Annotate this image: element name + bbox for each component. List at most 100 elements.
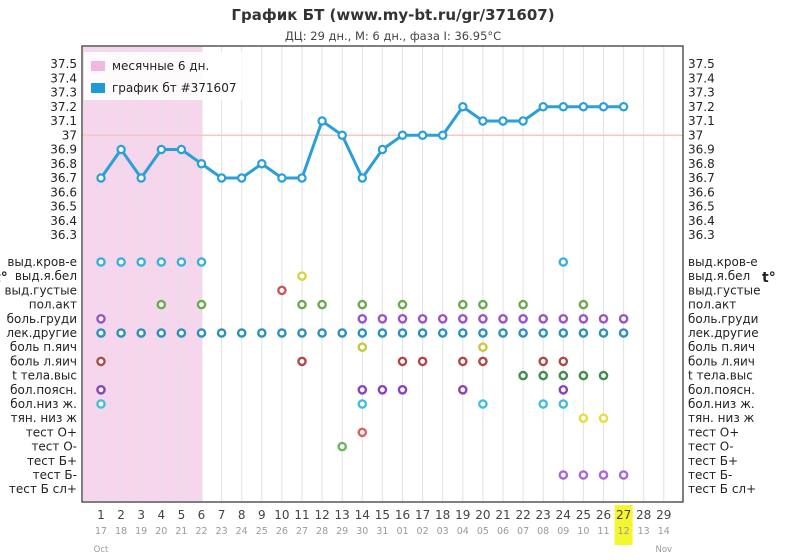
- date-label: 06: [497, 526, 509, 537]
- symptom-marker: [457, 313, 468, 324]
- cycle-day-label: 11: [294, 508, 309, 522]
- y-tick-label: 37.5: [50, 57, 77, 71]
- symptom-marker: [538, 328, 549, 338]
- month-label: Nov: [656, 545, 673, 555]
- symptom-label: бол.поясн.: [688, 383, 755, 397]
- cycle-day-label: 20: [475, 508, 490, 522]
- symptom-label: тест О-: [31, 440, 77, 454]
- symptom-marker: [578, 413, 589, 424]
- symptom-label: тест О-: [688, 440, 734, 454]
- y-tick-label: 37: [688, 128, 703, 142]
- symptom-marker: [538, 313, 549, 324]
- symptom-marker: [317, 299, 327, 310]
- symptom-marker: [578, 313, 589, 324]
- cycle-day-label: 3: [137, 508, 145, 522]
- cycle-day-label: 8: [238, 508, 246, 522]
- symptom-marker: [558, 356, 569, 367]
- temp-point: [216, 173, 227, 183]
- cycle-day-label: 15: [375, 508, 390, 522]
- cycle-day-label: 22: [515, 508, 530, 522]
- y-tick-label: 36.4: [50, 214, 77, 228]
- symptom-marker: [277, 328, 287, 338]
- y-tick-label: 36.3: [50, 228, 77, 242]
- symptom-label: тест Б сл+: [9, 482, 77, 496]
- temp-point: [236, 173, 247, 183]
- symptom-marker: [176, 328, 187, 338]
- date-label: 20: [155, 526, 167, 537]
- temp-point: [297, 173, 307, 183]
- symptom-marker: [478, 342, 488, 353]
- symptom-marker: [457, 328, 468, 338]
- symptom-marker: [598, 470, 609, 480]
- temp-point: [498, 116, 508, 126]
- symptom-marker: [598, 413, 609, 424]
- symptom-label: выд.густые: [4, 283, 77, 297]
- y-tick-label: 37.4: [688, 71, 715, 85]
- symptom-label: тян. низ ж: [11, 411, 78, 425]
- cycle-day-label: 6: [198, 508, 206, 522]
- date-label: 03: [437, 526, 449, 537]
- legend-swatch: [91, 61, 105, 71]
- symptom-label: боль п.яич: [688, 340, 755, 354]
- unit-label-right: t°: [762, 270, 776, 286]
- date-label: 28: [316, 526, 328, 537]
- cycle-day-label: 13: [335, 508, 350, 522]
- symptom-marker: [578, 299, 589, 310]
- symptom-marker: [357, 427, 368, 438]
- date-label: 17: [95, 526, 107, 537]
- cycle-day-label: 24: [556, 508, 571, 522]
- symptom-label: бол.поясн.: [10, 383, 77, 397]
- cycle-day-label: 27: [616, 508, 631, 522]
- temp-point: [458, 102, 468, 112]
- symptom-label: боль.груди: [7, 312, 77, 326]
- symptom-label: боль л.яич: [688, 354, 755, 368]
- date-label: 02: [417, 526, 429, 537]
- date-label: 09: [557, 526, 569, 537]
- date-label: 11: [597, 526, 609, 537]
- symptom-marker: [96, 257, 106, 267]
- cycle-day-label: 10: [274, 508, 289, 522]
- temp-point: [196, 159, 207, 169]
- symptom-marker: [417, 313, 428, 324]
- symptom-label: боль л.яич: [10, 354, 77, 368]
- symptom-marker: [558, 328, 569, 338]
- temp-point: [598, 102, 609, 112]
- y-tick-label: 37.2: [688, 100, 715, 114]
- cycle-day-label: 7: [218, 508, 226, 522]
- y-tick-label: 37: [62, 128, 77, 142]
- cycle-day-label: 18: [435, 508, 450, 522]
- y-tick-label: 36.3: [688, 228, 715, 242]
- symptom-marker: [116, 257, 126, 267]
- symptom-marker: [457, 356, 468, 367]
- symptom-label: лек.другие: [6, 326, 77, 340]
- symptom-marker: [96, 384, 106, 395]
- symptom-marker: [357, 384, 368, 395]
- symptom-label: тест О+: [688, 425, 739, 439]
- date-label: 27: [296, 526, 308, 537]
- symptom-marker: [357, 299, 368, 310]
- y-tick-label: 37.5: [688, 57, 715, 71]
- symptom-marker: [397, 356, 408, 367]
- symptom-marker: [578, 470, 589, 480]
- temp-point: [538, 102, 548, 112]
- symptom-marker: [136, 328, 146, 338]
- symptom-marker: [518, 313, 528, 324]
- symptom-marker: [236, 328, 247, 338]
- symptom-marker: [457, 384, 468, 395]
- y-tick-label: 37.2: [50, 100, 77, 114]
- symptom-label: выд.кров-е: [7, 255, 77, 269]
- symptom-label: тест Б сл+: [688, 482, 756, 496]
- y-ticks-right: 37.537.437.337.237.13736.936.836.736.636…: [688, 57, 715, 242]
- temp-point: [96, 173, 106, 183]
- symptom-marker: [618, 328, 629, 338]
- symptom-marker: [156, 299, 167, 310]
- date-label: 12: [618, 526, 630, 537]
- symptom-marker: [196, 299, 207, 310]
- y-tick-label: 37.3: [50, 86, 77, 100]
- symptom-marker: [337, 328, 348, 338]
- symptom-markers: [96, 257, 629, 480]
- y-tick-label: 36.7: [688, 171, 715, 185]
- date-label: 29: [336, 526, 348, 537]
- symptom-marker: [538, 356, 549, 367]
